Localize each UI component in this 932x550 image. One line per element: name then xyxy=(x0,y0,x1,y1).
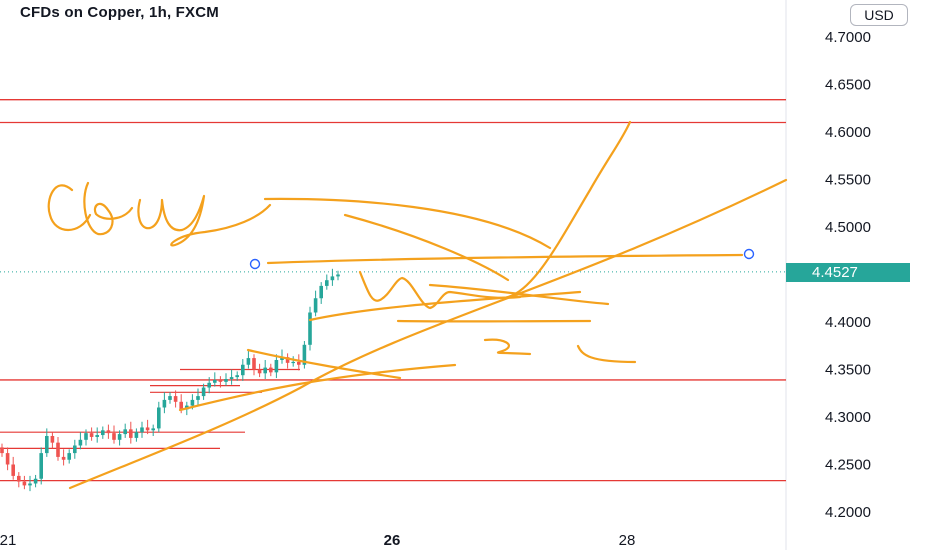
candle-body xyxy=(285,357,290,363)
candle-body xyxy=(39,453,43,479)
hand-drawn-annotation[interactable] xyxy=(178,363,457,412)
candle-body xyxy=(246,358,251,365)
candle-body xyxy=(325,280,329,286)
candle-body xyxy=(257,369,262,374)
candle-body xyxy=(73,445,77,454)
candle-body xyxy=(336,274,340,277)
candle-body xyxy=(190,399,195,406)
candle-body xyxy=(196,396,200,400)
candle-body xyxy=(308,312,312,345)
candle-body xyxy=(56,442,60,457)
hand-drawn-annotation[interactable] xyxy=(498,120,632,300)
candle-body xyxy=(201,387,206,397)
candle-body xyxy=(84,433,88,440)
y-tick-label: 4.5500 xyxy=(825,172,871,189)
chart-title: CFDs on Copper, 1h, FXCM xyxy=(20,4,219,21)
y-tick-label: 4.5000 xyxy=(825,219,871,236)
candle-body xyxy=(168,396,172,400)
candle-body xyxy=(252,358,256,370)
hand-drawn-annotation[interactable] xyxy=(483,338,532,356)
candle-body xyxy=(28,483,32,486)
candle-body xyxy=(123,429,127,435)
hand-drawn-annotation[interactable] xyxy=(343,213,510,282)
candle-body xyxy=(45,436,49,454)
candle-body xyxy=(5,453,10,465)
candle-body xyxy=(101,430,105,436)
y-tick-label: 4.6500 xyxy=(825,77,871,94)
candle-body xyxy=(78,439,83,446)
hand-drawn-annotation[interactable] xyxy=(576,344,637,364)
x-tick-label: 28 xyxy=(619,532,636,549)
candle-body xyxy=(67,453,71,460)
x-tick-label: 21 xyxy=(0,532,16,549)
candle-body xyxy=(235,375,239,378)
candle-body xyxy=(319,285,323,299)
y-tick-label: 4.4000 xyxy=(825,314,871,331)
candle-body xyxy=(330,276,335,281)
candle-body xyxy=(106,430,111,434)
y-tick-label: 4.2500 xyxy=(825,457,871,474)
candle-body xyxy=(179,401,183,410)
hand-drawn-annotation[interactable] xyxy=(308,290,582,322)
hand-drawn-annotation[interactable] xyxy=(47,181,272,247)
y-tick-label: 4.6000 xyxy=(825,124,871,141)
candle-body xyxy=(263,367,267,374)
candle-body xyxy=(140,427,144,433)
y-tick-label: 4.3500 xyxy=(825,362,871,379)
candle-body xyxy=(33,478,38,484)
candle-body xyxy=(213,379,217,383)
candle-body xyxy=(269,367,273,373)
candle-body xyxy=(129,429,133,438)
candle-body xyxy=(145,427,150,431)
y-tick-label: 4.7000 xyxy=(825,29,871,46)
candle-body xyxy=(134,432,139,438)
candle-body xyxy=(112,433,116,440)
hand-drawn-annotation[interactable] xyxy=(428,283,610,306)
currency-selector[interactable]: USD xyxy=(850,4,908,26)
candle-body xyxy=(173,396,178,402)
candle-body xyxy=(291,361,295,364)
candle-body xyxy=(224,379,228,382)
hand-drawn-annotation[interactable] xyxy=(263,197,552,250)
candle-body xyxy=(11,464,15,476)
x-tick-label: 26 xyxy=(384,532,401,549)
candle-body xyxy=(218,379,223,382)
candle-body xyxy=(302,344,307,365)
hand-drawn-annotation[interactable] xyxy=(246,348,402,380)
candle-body xyxy=(241,364,245,376)
candle-body xyxy=(297,361,301,365)
drawing-anchor-handle[interactable] xyxy=(743,248,755,260)
candle-body xyxy=(0,447,4,454)
hand-drawn-annotation[interactable] xyxy=(68,178,788,490)
candle-body xyxy=(50,436,55,443)
last-price-label: 4.4527 xyxy=(812,264,858,281)
hand-drawn-annotation[interactable] xyxy=(266,253,744,265)
candle-body xyxy=(229,377,234,379)
candle-body xyxy=(274,360,279,373)
candle-body xyxy=(95,435,99,437)
last-price-tag: 4.4527 xyxy=(786,263,910,282)
candle-body xyxy=(313,298,318,313)
candle-body xyxy=(22,481,27,486)
candle-body xyxy=(89,433,94,437)
drawing-anchor-handle[interactable] xyxy=(249,258,261,270)
y-tick-label: 4.2000 xyxy=(825,504,871,521)
hand-drawn-annotation[interactable] xyxy=(358,270,522,310)
candle-body xyxy=(207,382,211,388)
candle-body xyxy=(157,407,161,429)
candle-body xyxy=(162,399,167,408)
candle-body xyxy=(280,357,284,360)
candle-body xyxy=(61,456,66,460)
candle-body xyxy=(17,475,21,482)
candle-body xyxy=(117,434,122,440)
y-tick-label: 4.3000 xyxy=(825,409,871,426)
candle-body xyxy=(151,428,155,431)
